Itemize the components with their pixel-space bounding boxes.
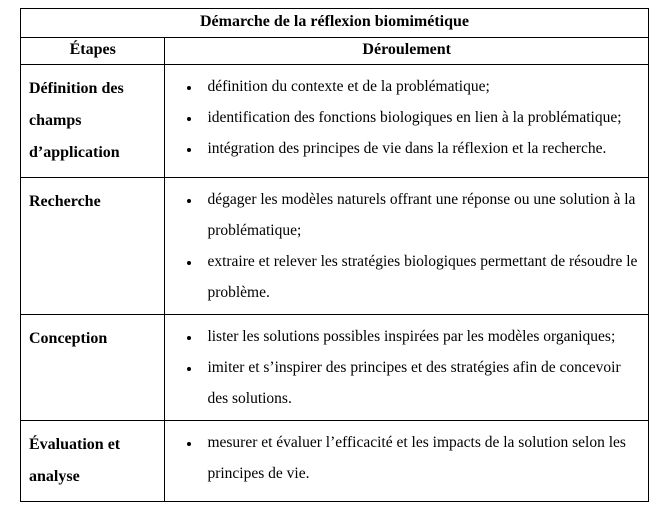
flow-definition: définition du contexte et de la probléma… — [165, 65, 649, 178]
list-item: identification des fonctions biologiques… — [201, 102, 638, 133]
column-header-flow: Déroulement — [165, 38, 649, 65]
step-definition: Définition des champs d’application — [21, 65, 165, 178]
list-item: extraire et relever les stratégies biolo… — [201, 246, 638, 308]
list-item: imiter et s’inspirer des principes et de… — [201, 352, 638, 414]
step-evaluation: Évaluation et analyse — [21, 421, 165, 502]
table-row: Définition des champs d’application défi… — [21, 65, 649, 178]
list-item: définition du contexte et de la probléma… — [201, 71, 638, 102]
list-item: dégager les modèles naturels offrant une… — [201, 184, 638, 246]
flow-conception: lister les solutions possibles inspirées… — [165, 315, 649, 421]
column-header-steps: Étapes — [21, 38, 165, 65]
table-title: Démarche de la réflexion biomimétique — [21, 9, 649, 38]
table-row: Évaluation et analyse mesurer et évaluer… — [21, 421, 649, 502]
list-item: intégration des principes de vie dans la… — [201, 133, 638, 164]
list-item: lister les solutions possibles inspirées… — [201, 321, 638, 352]
flow-research: dégager les modèles naturels offrant une… — [165, 178, 649, 315]
step-conception: Conception — [21, 315, 165, 421]
step-research: Recherche — [21, 178, 165, 315]
table-row: Conception lister les solutions possible… — [21, 315, 649, 421]
list-item: mesurer et évaluer l’efficacité et les i… — [201, 427, 638, 489]
flow-evaluation: mesurer et évaluer l’efficacité et les i… — [165, 421, 649, 502]
biomimetic-table: Démarche de la réflexion biomimétique Ét… — [20, 8, 649, 502]
table-row: Recherche dégager les modèles naturels o… — [21, 178, 649, 315]
